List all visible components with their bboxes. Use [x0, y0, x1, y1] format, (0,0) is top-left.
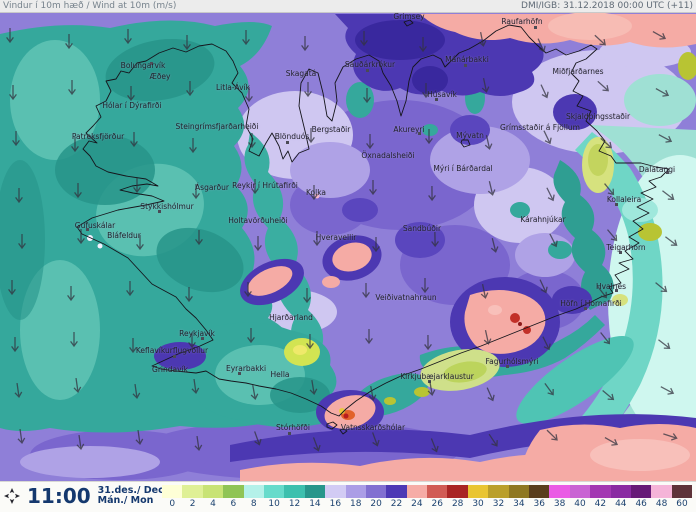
field-salmon [240, 12, 696, 482]
scale-label: 0 [169, 499, 176, 509]
iceland-coastline [76, 19, 670, 435]
time-block: 11:00 31.des./ Dec Mán./ Mon [4, 484, 164, 508]
scale-label: 10 [268, 499, 280, 509]
scale-swatch [406, 485, 428, 498]
scale-swatch [223, 485, 244, 498]
scale-swatch [447, 485, 468, 498]
scale-label: 8 [250, 499, 257, 509]
scale-cell: 42 [590, 485, 611, 509]
scale-label: 22 [390, 499, 403, 509]
scale-swatch [182, 485, 203, 498]
forecast-date-line: 31.des./ Dec [97, 484, 164, 496]
scale-swatch [427, 485, 448, 498]
scale-swatch [549, 485, 570, 498]
scale-cell: 28 [447, 485, 468, 509]
scale-label: 44 [615, 499, 627, 509]
field-green-patches [284, 52, 696, 405]
scale-label: 42 [594, 499, 607, 509]
scale-cell: 10 [263, 485, 285, 509]
scale-label: 2 [189, 499, 196, 509]
scale-cell: 46 [630, 485, 652, 509]
field-teal [0, 20, 614, 433]
scale-cell: 8 [243, 485, 264, 509]
scale-label: 32 [492, 499, 505, 509]
scale-cell: 0 [162, 485, 183, 509]
scale-cell: 2 [182, 485, 203, 509]
scale-cell: 34 [508, 485, 530, 509]
scale-swatch [202, 485, 224, 498]
scale-label: 28 [451, 499, 464, 509]
scale-cell: 18 [345, 485, 366, 509]
scale-cell: 38 [549, 485, 570, 509]
scale-label: 46 [635, 499, 647, 509]
forecast-date: 31.des./ Dec Mán./ Mon [97, 484, 164, 507]
scale-cell: 20 [365, 485, 387, 509]
station-dots [86, 26, 669, 435]
scale-cell: 24 [406, 485, 428, 509]
scale-swatch [325, 485, 346, 498]
scale-swatch [467, 485, 489, 498]
scale-label: 14 [309, 499, 321, 509]
scale-label: 4 [210, 499, 216, 509]
scale-label: 60 [676, 499, 688, 509]
wind-speed-scale: 0 2 4 6 8 10 12 14 16 18 20 22 24 26 28 … [162, 485, 693, 509]
scale-label: 20 [370, 499, 382, 509]
scale-cell: 32 [488, 485, 509, 509]
forecast-time: 11:00 [27, 484, 91, 508]
scale-swatch [610, 485, 631, 498]
footer-bar: 11:00 31.des./ Dec Mán./ Mon 0 2 4 6 8 1… [0, 481, 696, 512]
scale-swatch [263, 485, 285, 498]
scale-label: 34 [513, 499, 525, 509]
compass-star-icon [4, 488, 20, 504]
scale-label: 40 [574, 499, 586, 509]
scale-cell: 44 [610, 485, 631, 509]
header-bar: Vindur í 10m hæð / Wind at 10m (m/s) DMI… [0, 0, 696, 13]
scale-swatch [345, 485, 366, 498]
scale-label: 26 [431, 499, 443, 509]
scale-cell: 48 [651, 485, 672, 509]
scale-cell: 14 [304, 485, 326, 509]
scale-cell: 26 [427, 485, 448, 509]
scale-label: 38 [553, 499, 566, 509]
scale-swatch [630, 485, 652, 498]
scale-swatch [590, 485, 611, 498]
scale-label: 30 [472, 499, 484, 509]
scale-swatch [304, 485, 326, 498]
scale-cell: 60 [671, 485, 693, 509]
scale-cell: 4 [202, 485, 224, 509]
scale-cell: 30 [467, 485, 489, 509]
scale-swatch [671, 485, 693, 498]
scale-swatch [488, 485, 509, 498]
scale-swatch [651, 485, 672, 498]
scale-label: 16 [329, 499, 342, 509]
scale-label: 18 [349, 499, 362, 509]
scale-swatch [284, 485, 305, 498]
scale-label: 36 [533, 499, 545, 509]
scale-label: 48 [655, 499, 668, 509]
scale-swatch [243, 485, 264, 498]
scale-cell: 36 [529, 485, 550, 509]
scale-label: 6 [230, 499, 237, 509]
scale-cell: 6 [223, 485, 244, 509]
wind-arrows [6, 28, 678, 453]
scale-cell: 40 [569, 485, 591, 509]
scale-cell: 22 [386, 485, 407, 509]
model-run-info: DMI/IGB: 31.12.2018 00:00 UTC (+11) [521, 1, 693, 11]
scale-swatch [386, 485, 407, 498]
scale-label: 24 [411, 499, 423, 509]
scale-swatch [162, 485, 183, 498]
scale-swatch [508, 485, 530, 498]
scale-label: 12 [288, 499, 301, 509]
scale-swatch [569, 485, 591, 498]
scale-swatch [529, 485, 550, 498]
scale-cell: 16 [325, 485, 346, 509]
forecast-day-line: Mán./ Mon [97, 495, 154, 506]
scale-swatch [365, 485, 387, 498]
scale-cell: 12 [284, 485, 305, 509]
map-title: Vindur í 10m hæð / Wind at 10m (m/s) [3, 1, 177, 11]
